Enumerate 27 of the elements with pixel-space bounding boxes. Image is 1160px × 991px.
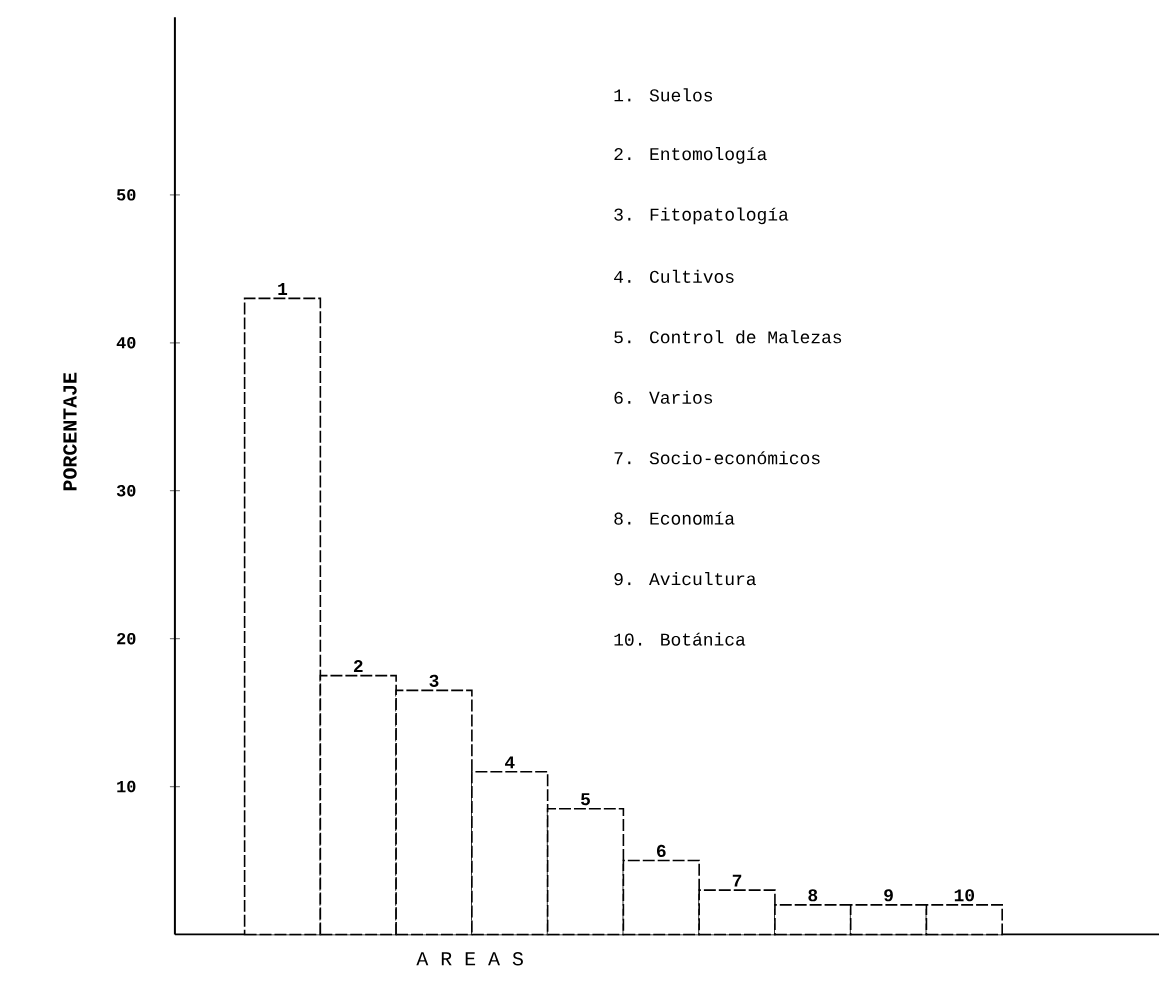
annotation: 1. Suelos	[614, 88, 713, 102]
annotation: 6. Varios	[614, 390, 713, 404]
annotation: 4. Cultivos	[614, 269, 734, 283]
annotation: 3. Fitopatología	[614, 207, 789, 224]
x-tick-label: 7	[732, 874, 742, 887]
annotation: 8. Economía	[614, 511, 735, 525]
x-axis-title: A R E A S	[416, 951, 523, 966]
y-axis-title: PORCENTAJE	[63, 372, 77, 490]
x-tick-label: 2	[353, 659, 363, 672]
annotation: 2. Entomología	[614, 146, 767, 164]
x-tick-label: 4	[505, 756, 515, 769]
x-tick-label: 3	[429, 674, 439, 687]
x-tick-label: 8	[808, 888, 818, 902]
annotation: 9. Avicultura	[614, 571, 756, 586]
x-tick-label: 5	[581, 793, 590, 805]
annotation: 10. Botánica	[614, 632, 746, 646]
annotation: 7. Socio-económicos	[614, 450, 820, 465]
x-tick-label: 10	[954, 888, 975, 902]
x-tick-label: 9	[884, 888, 893, 902]
y-tick-label: 30	[116, 484, 136, 497]
annotation: 5. Control de Malezas	[614, 329, 842, 344]
y-tick-label: 20	[117, 632, 136, 645]
y-tick-label: 10	[117, 780, 136, 793]
y-tick-label: 40	[116, 336, 136, 349]
y-tick-label: 50	[116, 188, 136, 201]
x-tick-label: 1	[278, 282, 288, 295]
x-tick-label: 6	[656, 844, 666, 857]
